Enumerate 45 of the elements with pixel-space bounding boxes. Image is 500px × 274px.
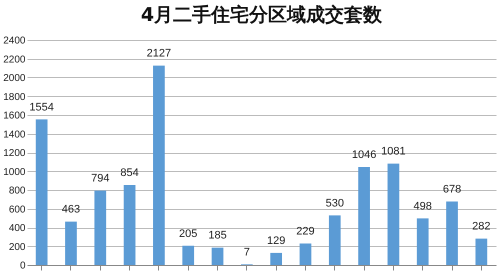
y-tick-label: 800 — [8, 186, 26, 196]
y-tick-label: 1600 — [3, 110, 26, 122]
data-label: 1046 — [352, 148, 376, 161]
bar — [212, 248, 224, 265]
bar — [328, 215, 341, 265]
data-label: 229 — [296, 226, 315, 238]
bar — [182, 246, 194, 265]
y-tick-label: 400 — [8, 223, 26, 234]
bar — [153, 66, 165, 265]
bar — [270, 252, 282, 265]
data-label: 129 — [266, 234, 286, 247]
data-label: 854 — [120, 166, 139, 179]
bar — [65, 222, 77, 265]
y-tick-label: 2000 — [3, 73, 26, 84]
bar — [475, 238, 488, 265]
chart-title: 4月二手住宅分区域成交套数 — [140, 4, 384, 26]
bar — [36, 119, 48, 265]
data-label: 463 — [62, 204, 80, 216]
y-tick-label: 1800 — [3, 92, 26, 103]
y-tick-label: 600 — [8, 204, 26, 216]
bar — [446, 201, 458, 265]
y-tick-label: 2200 — [3, 54, 26, 66]
bar — [416, 218, 429, 265]
y-tick-label: 0 — [20, 260, 26, 272]
data-label: 185 — [208, 230, 227, 242]
bar — [94, 190, 106, 265]
y-tick-label: 1000 — [3, 166, 26, 178]
y-tick-label: 2400 — [3, 36, 26, 46]
data-label: 282 — [472, 220, 491, 233]
data-label: 678 — [442, 183, 462, 196]
y-tick-label: 200 — [8, 242, 26, 253]
data-label: 205 — [179, 228, 198, 240]
bar — [388, 164, 400, 265]
data-label: 1554 — [29, 101, 54, 114]
data-label: 1081 — [381, 146, 406, 158]
data-label: 794 — [91, 172, 110, 185]
bar — [124, 184, 136, 265]
y-tick-label: 1200 — [3, 148, 26, 159]
data-label: 530 — [326, 197, 344, 210]
data-label: 7 — [244, 246, 250, 258]
y-tick-label: 1400 — [3, 129, 26, 140]
bar — [358, 166, 370, 265]
bar — [300, 244, 312, 265]
data-label: 498 — [414, 200, 432, 212]
data-label: 2127 — [146, 48, 172, 60]
